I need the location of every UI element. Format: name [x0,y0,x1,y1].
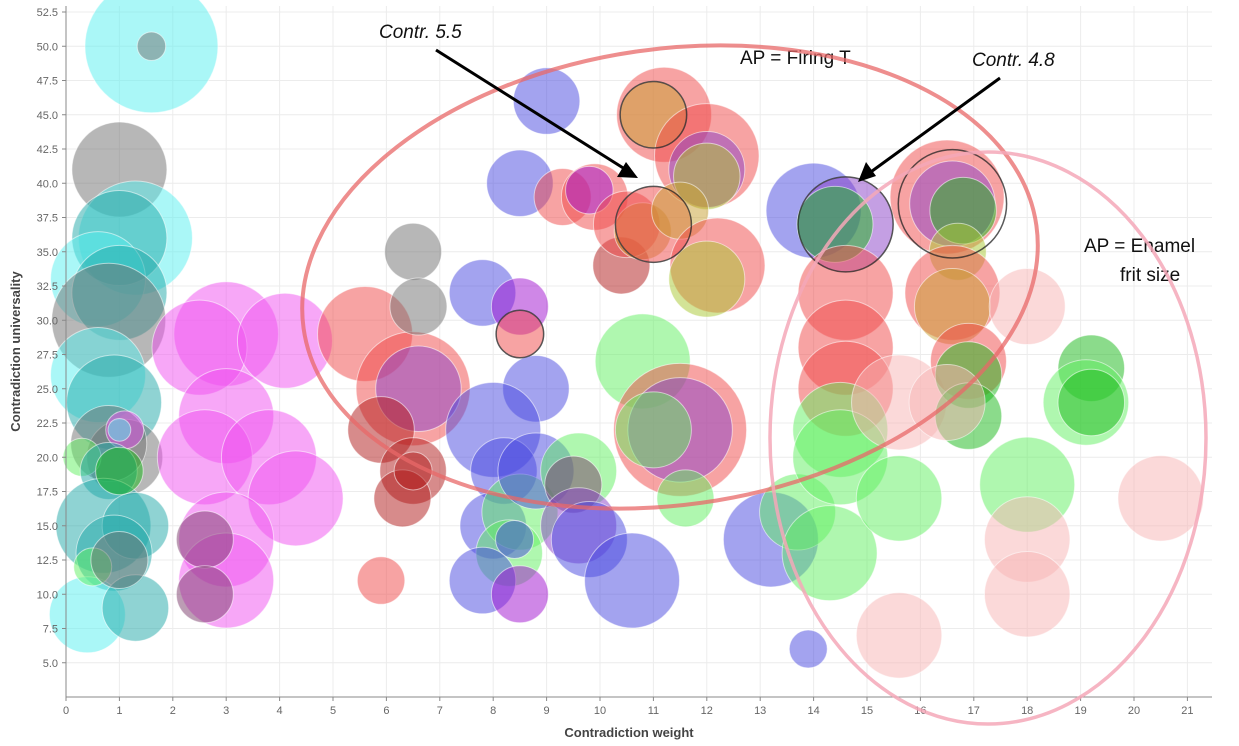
bubble [584,532,681,629]
highlight-ring [619,80,688,149]
arrow-contr-4-8-head [858,162,876,182]
x-tick-label: 14 [807,705,819,717]
y-tick-label: 50.0 [37,41,58,53]
highlight-ring [495,309,545,359]
y-tick-label: 22.5 [37,418,58,430]
bubble [356,556,406,605]
bubble [495,519,535,559]
x-axis-title: Contradiction weight [564,725,694,740]
x-tick-label: 11 [648,705,659,717]
x-tick-label: 1 [116,705,122,717]
axes: 0 1 2 3 4 5 6 7 8 9 10 11 12 13 14 15 16 17 18 19 20 215.07.5… [8,6,1212,740]
x-tick-label: 6 [383,705,389,717]
y-tick-label: 37.5 [37,213,58,225]
bubble [565,165,614,215]
highlight-ring [897,148,1008,259]
highlight-ring [614,185,693,264]
y-tick-label: 32.5 [37,281,58,293]
x-tick-label: 8 [490,705,496,717]
x-tick-label: 21 [1181,705,1193,717]
y-tick-label: 17.5 [37,487,58,499]
bubble [389,277,448,336]
y-tick-label: 20.0 [37,452,58,464]
x-tick-label: 18 [1021,705,1033,717]
bubble [175,565,234,624]
bubble [490,565,549,624]
x-tick-label: 9 [544,705,550,717]
y-tick-label: 52.5 [37,7,58,19]
y-axis-title: Contradiction universality [8,271,23,432]
x-tick-label: 13 [754,705,766,717]
bubble [175,510,234,569]
x-tick-label: 20 [1128,705,1140,717]
bubble [95,446,144,496]
x-tick-label: 3 [223,705,229,717]
x-tick-label: 0 [63,705,69,717]
x-tick-label: 12 [701,705,713,717]
bubble [656,469,715,528]
x-tick-label: 15 [861,705,873,717]
bubble [781,505,878,602]
annotations: Contr. 5.5 AP = Firing T Contr. 4.8 AP =… [300,22,1208,726]
annotation-enamel-line1: AP = Enamel [1084,236,1195,257]
bubble [384,222,443,281]
y-tick-label: 45.0 [37,110,58,122]
x-tick-label: 17 [968,705,980,717]
y-tick-label: 7.5 [43,624,58,636]
y-tick-label: 30.0 [37,315,58,327]
bubble [668,240,746,318]
annotation-contr-5-5: Contr. 5.5 [379,22,462,43]
x-tick-label: 2 [170,705,176,717]
x-tick-label: 19 [1074,705,1086,717]
bubble [988,268,1066,346]
y-tick-label: 42.5 [37,144,58,156]
y-tick-label: 5.0 [43,658,58,670]
y-tick-label: 47.5 [37,76,58,88]
bubble [1117,455,1204,542]
y-tick-label: 12.5 [37,555,58,567]
highlight-ring [797,176,894,273]
enamel-frit-ellipse [768,150,1208,726]
arrow-contr-5-5 [435,48,629,173]
y-tick-label: 27.5 [37,350,58,362]
firing-t-ellipse [300,43,1040,511]
x-tick-label: 5 [330,705,336,717]
arrow-contr-5-5-head [617,162,638,178]
y-tick-label: 35.0 [37,247,58,259]
y-tick-label: 25.0 [37,384,58,396]
bubbles [48,0,1204,679]
x-tick-label: 4 [277,705,283,717]
arrow-contr-4-8 [867,76,1001,176]
bubble [614,391,692,469]
y-tick-label: 15.0 [37,521,58,533]
x-tick-label: 10 [594,705,606,717]
bubble [788,629,828,669]
bubble [983,551,1071,638]
x-tick-label: 7 [437,705,443,717]
y-tick-label: 10.0 [37,589,58,601]
bubble [855,592,943,679]
bubble [107,417,132,442]
bubble [136,31,167,61]
bubble [1057,368,1126,437]
bubble [512,67,581,135]
y-tick-label: 40.0 [37,178,58,190]
annotation-contr-4-8: Contr. 4.8 [972,50,1055,71]
bubble [90,531,149,589]
bubble [855,455,943,542]
